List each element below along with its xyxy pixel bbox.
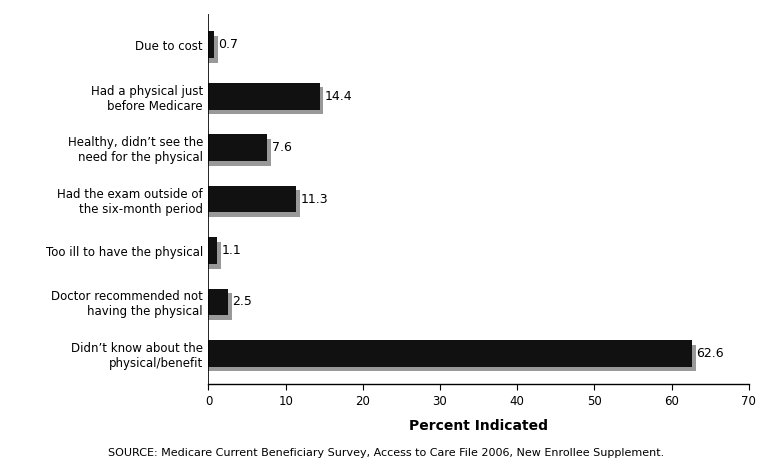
Bar xyxy=(208,293,232,320)
Bar xyxy=(208,288,228,315)
Bar xyxy=(208,88,323,114)
Text: 7.6: 7.6 xyxy=(272,141,292,154)
Bar xyxy=(208,83,320,110)
X-axis label: Percent Indicated: Percent Indicated xyxy=(409,419,548,433)
Text: 2.5: 2.5 xyxy=(232,295,252,308)
Text: 14.4: 14.4 xyxy=(324,90,352,103)
Text: 62.6: 62.6 xyxy=(696,347,724,360)
Text: 0.7: 0.7 xyxy=(218,38,239,51)
Bar xyxy=(208,36,218,63)
Text: 11.3: 11.3 xyxy=(300,193,328,206)
Bar xyxy=(208,190,300,217)
Text: SOURCE: Medicare Current Beneficiary Survey, Access to Care File 2006, New Enrol: SOURCE: Medicare Current Beneficiary Sur… xyxy=(108,448,664,458)
Bar xyxy=(208,242,221,269)
Bar xyxy=(208,31,214,58)
Bar xyxy=(208,340,692,367)
Bar xyxy=(208,139,271,166)
Bar xyxy=(208,134,267,161)
Bar xyxy=(208,344,696,371)
Text: 1.1: 1.1 xyxy=(222,244,242,257)
Bar xyxy=(208,237,217,264)
Bar xyxy=(208,186,296,213)
